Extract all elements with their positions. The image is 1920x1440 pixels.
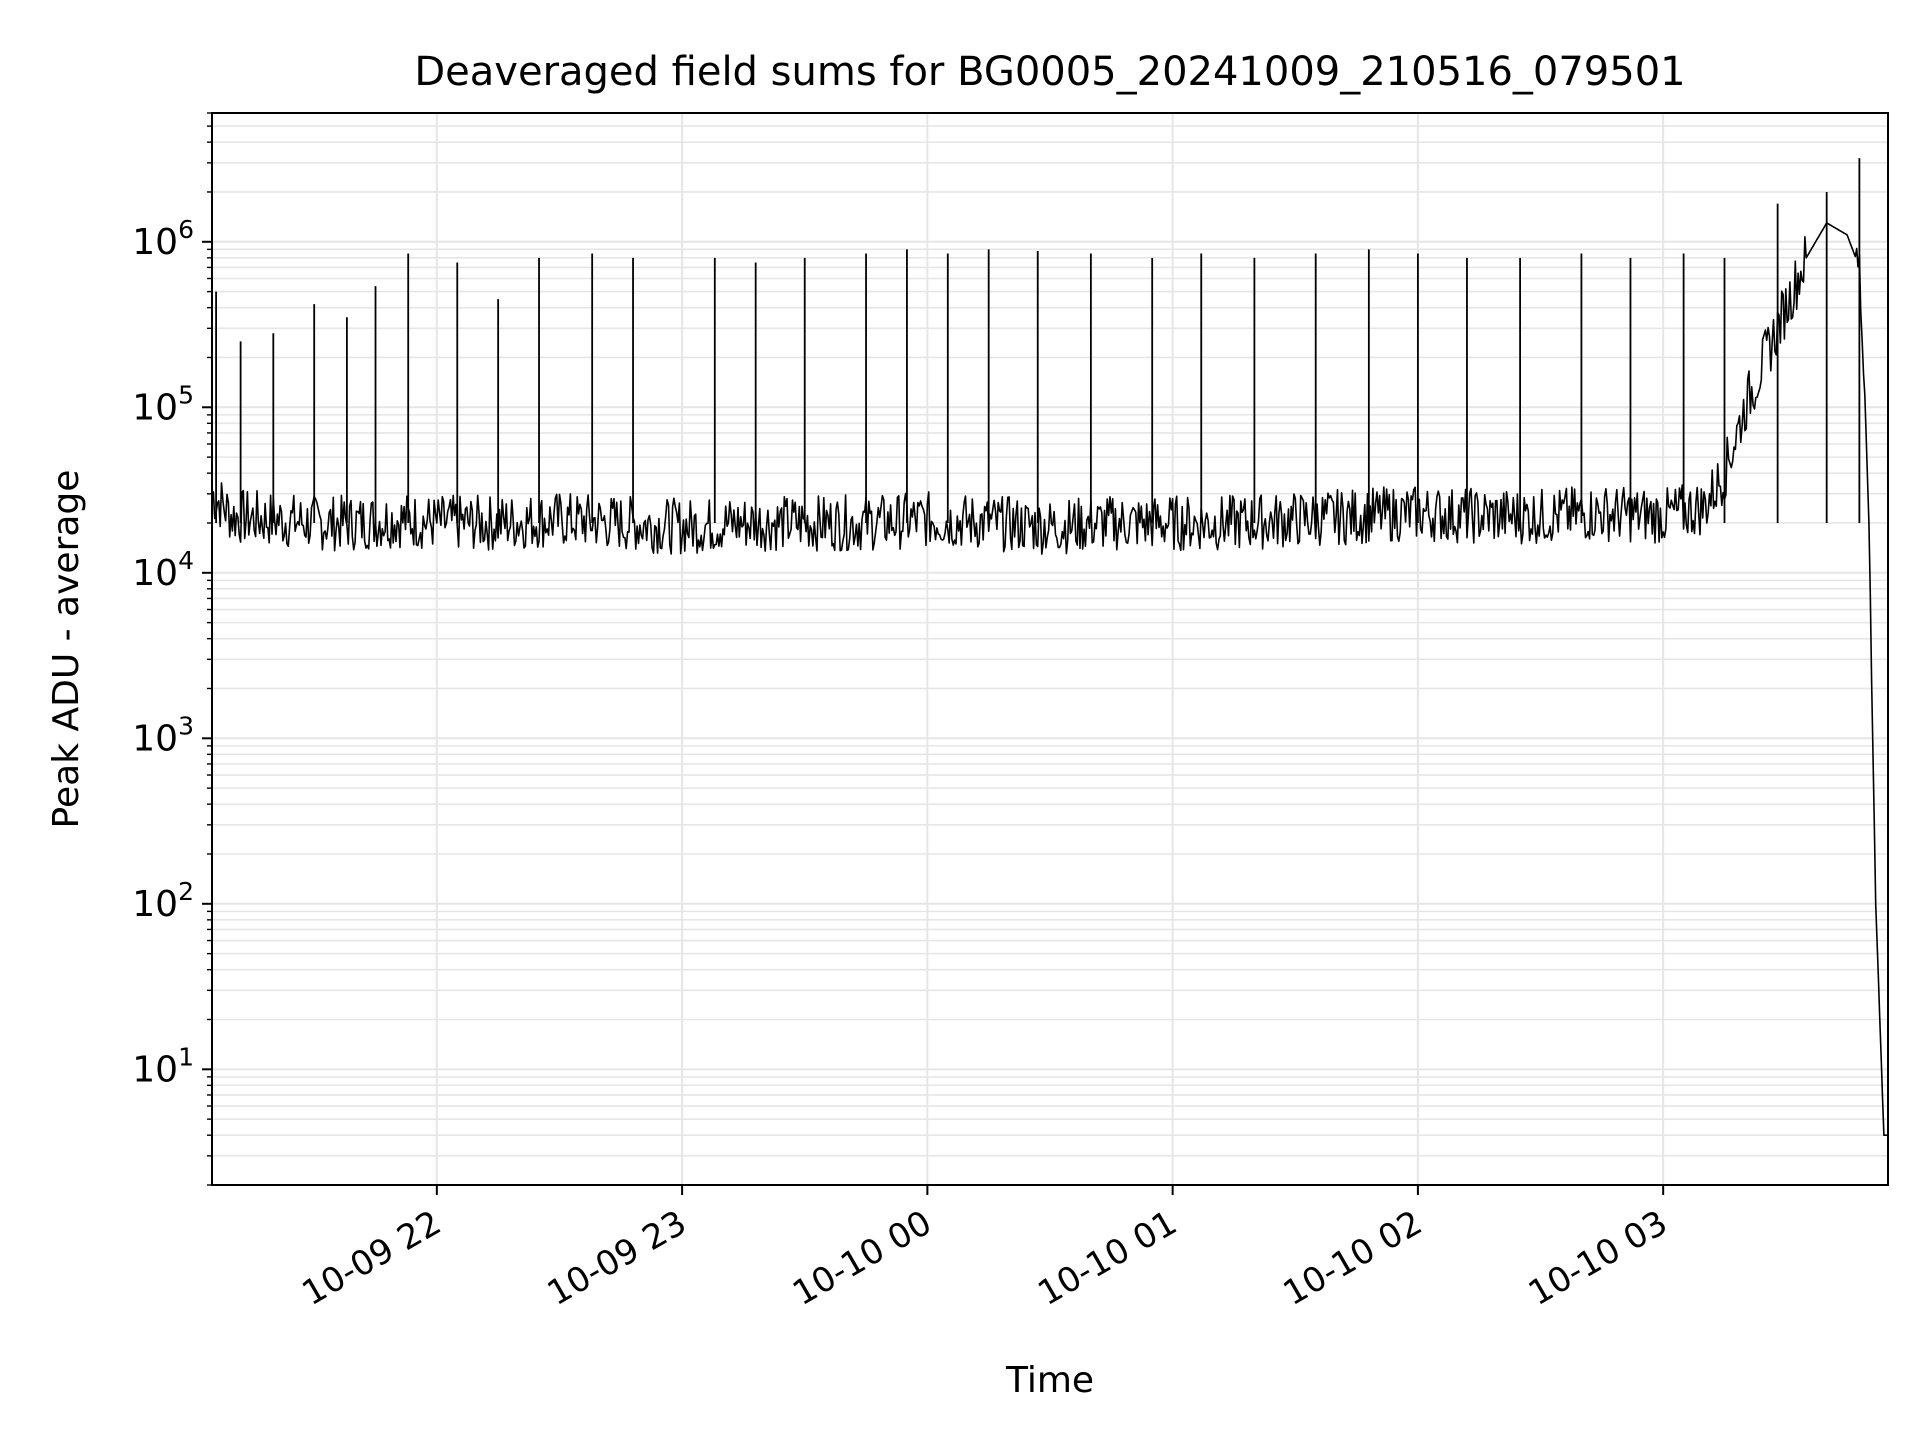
plot-frame: [211, 112, 1889, 1186]
x-axis-label: Time: [1005, 1360, 1094, 1401]
y-tick-base: 10: [132, 387, 178, 428]
y-tick-label: 104: [132, 546, 194, 594]
y-tick-base: 10: [132, 884, 178, 925]
y-tick-base: 10: [132, 553, 178, 594]
chart-title: Deaveraged field sums for BG0005_2024100…: [414, 49, 1685, 95]
y-tick-base: 10: [132, 718, 178, 759]
y-tick-exponent: 3: [178, 711, 194, 740]
y-tick-label: 106: [132, 215, 194, 263]
y-tick-label: 105: [132, 380, 194, 428]
y-tick-base: 10: [132, 222, 178, 263]
y-axis-label: Peak ADU - average: [46, 470, 87, 829]
series: [211, 158, 1888, 1136]
y-tick-label: 101: [132, 1042, 194, 1090]
y-tick-label: 102: [132, 877, 194, 925]
y-tick-exponent: 6: [178, 215, 194, 244]
y-tick-label: 103: [132, 711, 194, 759]
grid: [212, 112, 1888, 1186]
y-tick-exponent: 2: [178, 877, 194, 906]
y-tick-base: 10: [132, 1049, 178, 1090]
series-line: [211, 222, 1888, 1136]
y-tick-exponent: 5: [178, 380, 194, 409]
y-tick-exponent: 1: [178, 1042, 194, 1071]
y-tick-exponent: 4: [178, 546, 194, 575]
